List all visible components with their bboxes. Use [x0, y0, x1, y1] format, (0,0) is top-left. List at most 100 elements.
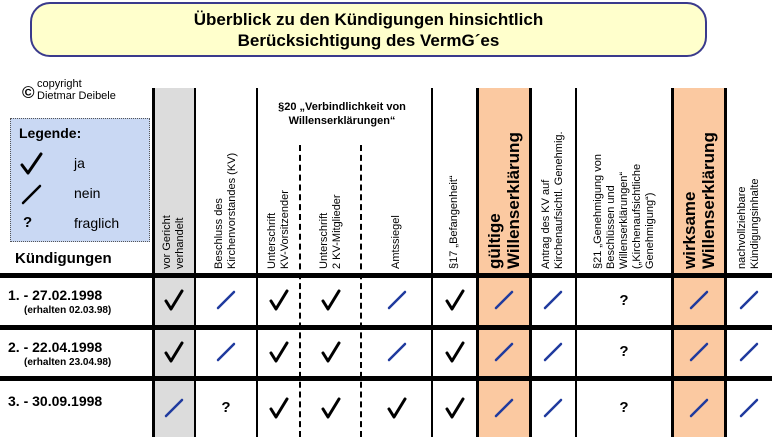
- copyright-icon: ©: [22, 83, 35, 102]
- slash-icon: [672, 327, 725, 376]
- grid-hline: [0, 376, 772, 381]
- legend-box: Legende: ja nein ? fraglich: [10, 118, 150, 242]
- row-received-date: (erhalten 02.03.98): [24, 305, 112, 316]
- row-received-date: (erhalten 23.04.98): [24, 357, 112, 368]
- column-header-label: Amtssiegel: [390, 215, 402, 269]
- title-line-2: Berücksichtigung des VermG´es: [237, 30, 500, 50]
- copyright-text: copyright Dietmar Deibele: [37, 78, 116, 102]
- row-date: 2. - 22.04.1998: [8, 339, 103, 355]
- column-header: Beschluss des Kirchenvorstandes (KV): [195, 88, 257, 275]
- grid-vline: [194, 88, 196, 437]
- title-box: Überblick zu den Kündigungen hinsichtlic…: [30, 2, 707, 57]
- check-icon: [300, 378, 361, 437]
- question-mark-text: ?: [619, 343, 629, 360]
- check-icon: [300, 275, 361, 325]
- column-header: wirksame Willenserklärung: [672, 88, 725, 275]
- grid-vline: [152, 88, 155, 437]
- question-mark-icon: ?: [23, 214, 33, 231]
- grid-hline: [0, 325, 772, 330]
- slash-icon: [477, 327, 530, 376]
- slash-icon: [725, 327, 772, 376]
- column-header-label: vor Gericht verhandelt: [161, 215, 186, 269]
- copyright-line-1: copyright: [37, 78, 82, 90]
- row-label: 1. - 27.02.1998 (erhalten 02.03.98): [8, 287, 111, 316]
- column-header: Amtssiegel: [361, 88, 432, 275]
- column-header: Unterschrift 2 KV-Mitglieder: [300, 88, 361, 275]
- slash-icon: [477, 378, 530, 437]
- check-icon: [153, 327, 195, 376]
- check-icon: [432, 327, 477, 376]
- slash-icon: [195, 275, 257, 325]
- column-header-label: §17 „Befangenheit“: [448, 175, 460, 269]
- column-header: vor Gericht verhandelt: [153, 88, 195, 275]
- slash-icon: [725, 275, 772, 325]
- slash-icon: [725, 378, 772, 437]
- column-header: §21 „Genehmigung von Beschlüssen und Wil…: [576, 88, 672, 275]
- cell-shade: [153, 327, 195, 376]
- legend-label: ja: [74, 155, 85, 171]
- column-header-label: Unterschrift 2 KV-Mitglieder: [317, 194, 343, 269]
- grid-vline: [256, 88, 258, 437]
- row-date: 1. - 27.02.1998: [8, 287, 103, 303]
- check-icon: [153, 275, 195, 325]
- question-mark: ?: [576, 327, 672, 376]
- row-header: Kündigungen: [15, 250, 112, 267]
- column-header: Unterschrift KV-Vorsitzender: [257, 88, 300, 275]
- question-mark-text: ?: [619, 399, 629, 416]
- slash-icon: [530, 275, 576, 325]
- row-label: 2. - 22.04.1998 (erhalten 23.04.98): [8, 339, 111, 368]
- question-mark: ?: [576, 378, 672, 437]
- grid-vline: [360, 145, 362, 437]
- column-header-label: nachvollziehbare Kündigungsinhalte: [735, 178, 761, 269]
- legend-title: Legende:: [19, 125, 82, 141]
- slash-icon: [530, 378, 576, 437]
- title-line-1: Überblick zu den Kündigungen hinsichtlic…: [193, 9, 544, 29]
- legend-label: fraglich: [74, 215, 120, 231]
- grid-vline: [671, 88, 674, 437]
- legend-label: nein: [74, 185, 101, 201]
- legend-item-ja: ja: [11, 151, 151, 177]
- column-header: nachvollziehbare Kündigungsinhalte: [725, 88, 772, 275]
- check-icon: [432, 378, 477, 437]
- slash-icon: [672, 275, 725, 325]
- column-header-label: Antrag des KV auf Kirchenaufsichtl. Gene…: [540, 131, 565, 269]
- section-20-header: §20 „Verbindlichkeit von Willenserklärun…: [278, 101, 406, 127]
- column-header: §17 „Befangenheit“: [432, 88, 477, 275]
- question-mark-text: ?: [619, 291, 629, 309]
- slash-icon: [19, 181, 45, 207]
- question-mark-text: ?: [221, 399, 231, 416]
- grid-vline: [529, 88, 532, 437]
- check-icon: [300, 327, 361, 376]
- check-icon: [257, 327, 300, 376]
- check-icon: [257, 378, 300, 437]
- grid-vline: [476, 88, 479, 437]
- check-icon: [19, 151, 45, 177]
- grid-vline: [431, 88, 433, 437]
- legend-item-nein: nein: [11, 181, 151, 207]
- cell-shade: [153, 275, 195, 325]
- column-header-label: Beschluss des Kirchenvorstandes (KV): [213, 152, 238, 269]
- row-label: 3. - 30.09.1998: [8, 393, 102, 409]
- check-icon: [361, 378, 432, 437]
- column-header: gültige Willenserklärung: [477, 88, 530, 275]
- grid-vline: [575, 88, 577, 437]
- copyright-line-2: Dietmar Deibele: [37, 90, 116, 102]
- question-mark: ?: [576, 275, 672, 325]
- slash-icon: [672, 378, 725, 437]
- column-header: Antrag des KV auf Kirchenaufsichtl. Gene…: [530, 88, 576, 275]
- slash-icon: [477, 275, 530, 325]
- column-header-label: Unterschrift KV-Vorsitzender: [265, 190, 291, 269]
- grid-vline: [299, 145, 301, 437]
- question-mark: ?: [195, 378, 257, 437]
- slash-icon: [195, 327, 257, 376]
- slash-icon: [361, 275, 432, 325]
- column-header-label: §21 „Genehmigung von Beschlüssen und Wil…: [591, 154, 656, 269]
- slash-icon: [153, 378, 195, 437]
- check-icon: [257, 275, 300, 325]
- legend-item-fraglich: ? fraglich: [11, 211, 151, 237]
- column-header-label: gültige Willenserklärung: [484, 132, 523, 269]
- check-icon: [432, 275, 477, 325]
- column-header-label: wirksame Willenserklärung: [679, 132, 718, 269]
- grid-hline: [0, 273, 772, 278]
- grid-vline: [724, 88, 727, 437]
